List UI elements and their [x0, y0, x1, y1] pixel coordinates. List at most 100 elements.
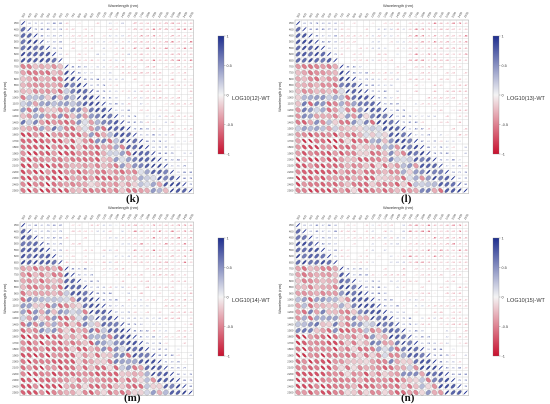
ellipse-mark: [126, 377, 131, 383]
coefficient-label: .92: [321, 42, 325, 44]
coefficient-label: .11: [365, 66, 369, 68]
x-tick-label: 1700: [138, 213, 145, 221]
coefficient-label: -.41: [176, 268, 181, 270]
ellipse-mark: [57, 94, 64, 101]
coefficient-label: -.55: [83, 237, 88, 239]
ellipse-mark: [51, 278, 57, 284]
coefficient-label: -.72: [151, 48, 156, 50]
ellipse-mark: [333, 144, 338, 150]
ellipse-mark: [314, 63, 320, 70]
ellipse-mark: [51, 284, 57, 290]
ellipse-mark: [363, 125, 370, 132]
x-tick-label: 2400: [457, 213, 464, 221]
coefficient-label: -.86: [151, 237, 156, 239]
y-tick-label: 2500: [12, 189, 19, 193]
coefficient-label: .16: [121, 293, 125, 295]
ellipse-mark: [295, 150, 301, 156]
y-tick-label: 2200: [287, 372, 294, 376]
y-tick-label: 900: [289, 89, 294, 93]
coefficient-label: -.40: [139, 281, 144, 283]
coefficient-label: -.48: [145, 122, 150, 124]
coefficient-label: -.72: [151, 225, 156, 227]
coefficient-label: -.36: [170, 48, 175, 50]
ellipse-mark: [57, 88, 63, 94]
coefficient-label: -.60: [170, 275, 175, 277]
y-tick-label: 2300: [12, 176, 19, 180]
ellipse-mark: [57, 113, 63, 119]
coefficient-label: -.10: [182, 287, 187, 289]
coefficient-label: .47: [414, 116, 418, 118]
coefficient-label: -.60: [139, 29, 144, 31]
y-tick-label: 550: [14, 46, 19, 50]
coefficient-label: -.74: [164, 261, 169, 264]
coefficient-label: .19: [177, 147, 181, 149]
ellipse-mark: [100, 389, 107, 396]
coefficient-label: -.36: [414, 23, 419, 25]
coefficient-label: .69: [315, 237, 319, 239]
x-tick-label: 1700: [413, 11, 420, 19]
coefficient-label: -.53: [71, 256, 76, 258]
y-tick-label: 2500: [12, 391, 19, 395]
ellipse-mark: [70, 144, 76, 150]
ellipse-mark: [20, 82, 26, 88]
coefficient-label: -.50: [433, 97, 438, 99]
coefficient-label: .85: [46, 244, 50, 246]
coefficient-label: .26: [102, 54, 106, 56]
ellipse-mark: [63, 371, 70, 377]
ellipse-mark: [39, 138, 45, 144]
ellipse-mark: [332, 82, 338, 88]
ellipse-mark: [301, 125, 307, 132]
coefficient-label: .73: [139, 122, 143, 124]
coefficient-label: -.51: [158, 244, 163, 246]
coefficient-label: .36: [115, 35, 119, 37]
ellipse-mark: [125, 371, 132, 377]
x-tick-label: 900: [364, 214, 370, 220]
coefficient-label: -.39: [164, 250, 169, 252]
coefficient-label: -.38: [158, 48, 163, 50]
ellipse-mark: [32, 107, 39, 113]
diagonal-mark: [182, 384, 187, 389]
ellipse-mark: [32, 340, 39, 346]
ellipse-mark: [20, 247, 26, 253]
ellipse-mark: [314, 150, 320, 156]
coefficient-label: .61: [115, 110, 119, 112]
coefficient-label: -.41: [114, 29, 119, 31]
ellipse-mark: [39, 119, 45, 125]
coefficient-label: .36: [452, 141, 456, 143]
diagonal-mark: [188, 390, 193, 395]
ellipse-mark: [394, 169, 400, 175]
coefficient-label: .93: [189, 172, 193, 174]
x-tick-label: 650: [333, 12, 339, 18]
x-tick-label: 1300: [114, 11, 121, 19]
diagonal-mark: [295, 20, 301, 26]
ellipse-mark: [45, 94, 51, 101]
colorbar-tick-label: 1: [502, 35, 504, 39]
coefficient-label: .50: [146, 306, 150, 308]
ellipse-mark: [82, 101, 88, 107]
coefficient-label: .44: [390, 73, 394, 75]
coefficient-label: -.60: [439, 42, 444, 44]
ellipse-mark: [345, 76, 350, 82]
ellipse-mark: [20, 107, 26, 113]
coefficient-label: -.42: [189, 97, 194, 99]
coefficient-label: -.68: [445, 225, 450, 227]
ellipse-mark: [376, 187, 382, 194]
ellipse-mark: [88, 383, 94, 389]
coefficient-label: -.46: [170, 225, 175, 227]
ellipse-mark: [107, 119, 113, 125]
coefficient-label: .92: [127, 324, 131, 326]
coefficient-label: -.39: [145, 225, 150, 227]
ellipse-mark: [370, 175, 375, 181]
ellipse-mark: [388, 119, 394, 125]
ellipse-mark: [76, 119, 82, 125]
coefficient-label: .42: [371, 231, 375, 233]
ellipse-mark: [150, 181, 156, 187]
coefficient-label: .79: [102, 293, 106, 295]
ellipse-mark: [26, 346, 32, 352]
coefficient-label: -.74: [408, 59, 413, 62]
coefficient-label: -.84: [164, 47, 169, 50]
y-tick-label: 1200: [12, 310, 19, 314]
coefficient-label: -.42: [151, 23, 156, 25]
coefficient-label: -.59: [158, 268, 163, 270]
ellipse-mark: [26, 377, 32, 383]
